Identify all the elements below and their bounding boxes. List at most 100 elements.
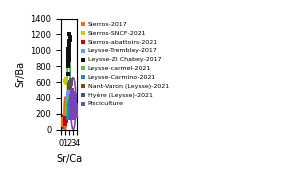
Sierros-2017: [61, 123, 65, 126]
Sierros-2017: [61, 121, 65, 124]
Pisciculture: [69, 96, 74, 99]
Sierros-2017: [60, 122, 65, 125]
Pisciculture: [70, 105, 74, 107]
Sierros-2017: [61, 120, 65, 123]
Leysse-ZI Chabey-2017: [67, 38, 72, 41]
Pisciculture: [71, 96, 76, 99]
Sierros-abattoirs-2021: [62, 117, 67, 120]
Leysse-Tremblay-2017: [65, 96, 70, 99]
Pisciculture: [70, 93, 75, 95]
Leysse-carmel-2021: [66, 101, 71, 104]
Sierros-abattoirs-2021: [62, 121, 67, 124]
Leysse-ZI Chabey-2017: [67, 39, 72, 42]
Leysse-ZI Chabey-2017: [66, 45, 71, 48]
Leysse-Tremblay-2017: [66, 93, 71, 95]
Pisciculture: [74, 112, 78, 115]
Pisciculture: [71, 106, 76, 109]
Pisciculture: [73, 98, 78, 101]
Sierros-SNCF-2021: [63, 78, 68, 81]
Sierros-2017: [61, 120, 65, 123]
Leysse-carmel-2021: [67, 98, 72, 101]
Leysse-ZI Chabey-2017: [65, 62, 70, 65]
Sierros-abattoirs-2021: [63, 121, 68, 124]
Pisciculture: [69, 93, 74, 95]
Leysse-ZI Chabey-2017: [67, 42, 72, 45]
Pisciculture: [69, 96, 74, 99]
Leysse-Tremblay-2017: [66, 98, 71, 101]
Leysse-ZI Chabey-2017: [67, 42, 72, 45]
Sierros-abattoirs-2021: [63, 116, 68, 119]
Leysse-ZI Chabey-2017: [66, 42, 71, 45]
Leysse-Carmino-2021: [68, 100, 72, 103]
Pisciculture: [70, 101, 75, 104]
Leysse-ZI Chabey-2017: [66, 59, 70, 62]
Leysse-ZI Chabey-2017: [66, 61, 70, 64]
Leysse-ZI Chabey-2017: [66, 52, 70, 55]
Leysse-Tremblay-2017: [66, 92, 71, 95]
Pisciculture: [70, 112, 75, 115]
Legend: Sierros-2017, Sierros-SNCF-2021, Sierros-abattoirs-2021, Leysse-Tremblay-2017, L: Sierros-2017, Sierros-SNCF-2021, Sierros…: [80, 22, 169, 107]
Hyère (Leysse)-2021: [69, 83, 74, 86]
Leysse-Tremblay-2017: [67, 96, 72, 99]
Pisciculture: [70, 100, 75, 103]
Nant-Varon (Leysse)-2021: [67, 85, 72, 88]
Pisciculture: [70, 108, 75, 111]
Sierros-2017: [61, 123, 66, 126]
Leysse-Tremblay-2017: [65, 105, 70, 107]
Sierros-abattoirs-2021: [63, 120, 68, 123]
Sierros-abattoirs-2021: [63, 120, 68, 123]
Sierros-abattoirs-2021: [63, 118, 68, 120]
Leysse-ZI Chabey-2017: [66, 51, 71, 54]
Leysse-Carmino-2021: [68, 100, 72, 103]
Leysse-Tremblay-2017: [67, 98, 72, 101]
Sierros-2017: [61, 119, 65, 122]
Pisciculture: [72, 105, 77, 108]
Sierros-abattoirs-2021: [62, 118, 67, 121]
Pisciculture: [71, 92, 76, 95]
Leysse-Carmino-2021: [67, 102, 72, 105]
Leysse-carmel-2021: [66, 105, 71, 107]
Leysse-Carmino-2021: [68, 105, 73, 107]
Leysse-carmel-2021: [67, 105, 71, 107]
Leysse-carmel-2021: [66, 100, 71, 103]
Leysse-Carmino-2021: [67, 108, 71, 110]
Sierros-2017: [61, 120, 66, 123]
Pisciculture: [73, 105, 77, 107]
Leysse-carmel-2021: [65, 110, 70, 113]
Leysse-Carmino-2021: [68, 105, 73, 108]
Pisciculture: [72, 108, 77, 110]
Pisciculture: [69, 90, 74, 93]
Leysse-Tremblay-2017: [65, 100, 70, 103]
Pisciculture: [74, 115, 79, 118]
Leysse-ZI Chabey-2017: [67, 50, 71, 53]
Leysse-Tremblay-2017: [65, 96, 70, 99]
Leysse-Carmino-2021: [67, 107, 72, 110]
Sierros-abattoirs-2021: [62, 122, 67, 125]
Sierros-SNCF-2021: [64, 78, 68, 80]
Pisciculture: [69, 100, 74, 103]
Leysse-Tremblay-2017: [66, 93, 70, 96]
X-axis label: Sr/Ca: Sr/Ca: [56, 154, 82, 164]
Leysse-ZI Chabey-2017: [67, 36, 72, 39]
Leysse-Carmino-2021: [67, 111, 71, 114]
Sierros-abattoirs-2021: [63, 118, 68, 121]
Leysse-carmel-2021: [65, 112, 70, 115]
Leysse-Tremblay-2017: [65, 101, 70, 104]
Nant-Varon (Leysse)-2021: [67, 86, 72, 89]
Sierros-2017: [61, 122, 66, 124]
Leysse-carmel-2021: [65, 111, 70, 114]
Sierros-2017: [61, 121, 66, 124]
Sierros-abattoirs-2021: [63, 122, 68, 124]
Leysse-Carmino-2021: [68, 101, 72, 104]
Leysse-Carmino-2021: [68, 100, 72, 103]
Sierros-abattoirs-2021: [62, 122, 67, 125]
Leysse-ZI Chabey-2017: [66, 47, 71, 50]
Pisciculture: [72, 116, 76, 118]
Leysse-carmel-2021: [65, 108, 70, 110]
Pisciculture: [69, 98, 74, 101]
Pisciculture: [70, 106, 74, 109]
Leysse-Tremblay-2017: [65, 100, 70, 103]
Leysse-ZI Chabey-2017: [66, 54, 70, 57]
Leysse-carmel-2021: [66, 106, 71, 109]
Pisciculture: [70, 105, 75, 107]
